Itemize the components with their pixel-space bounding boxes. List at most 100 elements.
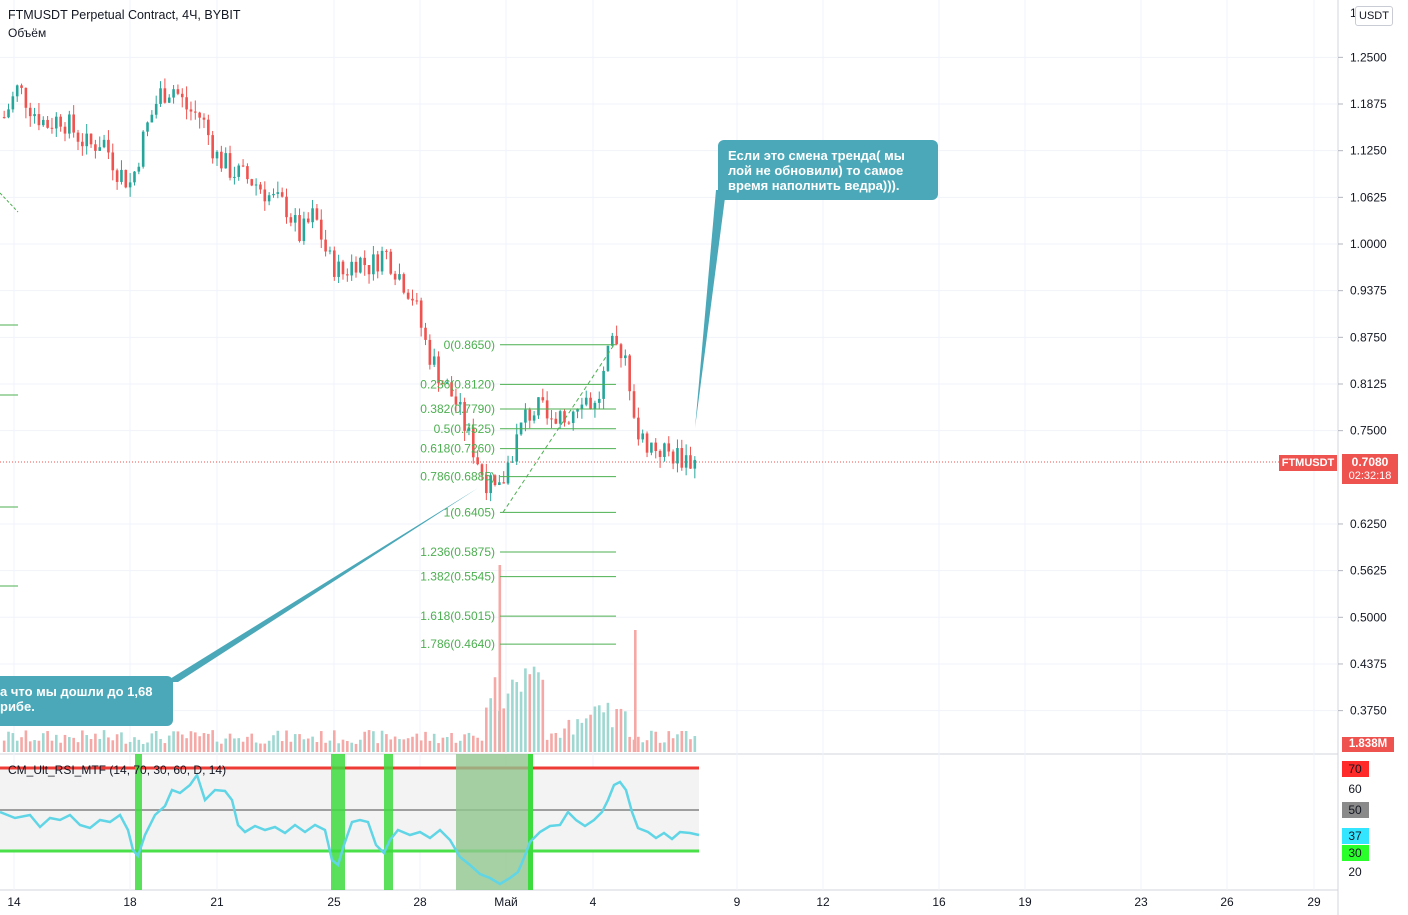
price-axis-label-top: 1: [1350, 6, 1357, 20]
candle: [267, 195, 271, 202]
candle: [68, 114, 71, 134]
rsi-axis-70: 70: [1348, 762, 1362, 776]
candle: [176, 89, 180, 94]
volume-bar: [363, 731, 367, 752]
candle: [441, 383, 445, 385]
time-axis-label: 4: [590, 895, 597, 909]
callout-fib-note-line1: а что мы дошли до 1,68: [0, 684, 153, 699]
candle: [146, 122, 149, 132]
volume-bar: [628, 736, 631, 752]
candle: [411, 298, 414, 301]
candle: [85, 133, 89, 147]
candle: [610, 335, 614, 346]
volume-bar: [393, 736, 397, 752]
candle: [689, 455, 692, 469]
volume-bar: [367, 730, 371, 752]
rsi-oversold-zone: [456, 754, 532, 890]
currency-button[interactable]: USDT: [1355, 6, 1393, 26]
volume-bar: [220, 743, 223, 752]
candle: [120, 169, 123, 182]
volume-bar: [150, 733, 154, 752]
volume-bar: [406, 738, 410, 752]
candle: [89, 133, 93, 145]
volume-bar: [645, 740, 649, 752]
candle: [272, 193, 275, 196]
volume-bar: [402, 739, 406, 752]
time-axis-label: 26: [1220, 895, 1234, 909]
candle: [641, 433, 645, 440]
volume-bar: [471, 735, 475, 752]
candle: [280, 192, 284, 197]
volume-bar: [237, 738, 241, 752]
volume-bar-spike: [634, 630, 637, 752]
volume-bar: [263, 743, 267, 752]
symbol-price-tag: FTMUSDT: [1279, 455, 1337, 471]
volume-bar: [437, 743, 440, 752]
volume-bar: [641, 742, 645, 752]
candle: [289, 217, 293, 223]
volume-bar: [46, 731, 49, 752]
rsi-axis-70-bg: [1342, 761, 1369, 777]
volume-bar: [411, 736, 414, 752]
fib-level-label: 1(0.6405): [444, 505, 495, 519]
last-price-value: 0.7080: [1351, 455, 1389, 469]
volume-bar: [389, 739, 393, 752]
volume-bar: [463, 734, 466, 752]
volume-bar: [684, 730, 688, 752]
volume-bar: [111, 740, 115, 752]
volume-bar: [115, 734, 119, 752]
volume-bar: [306, 738, 310, 752]
volume-bar: [372, 731, 375, 752]
candle: [167, 97, 171, 103]
candle: [311, 208, 314, 223]
volume-bar: [128, 741, 132, 752]
price-axis-label: 0.8125: [1350, 377, 1387, 391]
candle: [228, 153, 232, 178]
candle: [76, 132, 80, 142]
candle: [372, 254, 375, 275]
candle: [20, 85, 23, 88]
candle: [437, 356, 440, 384]
volume-bar: [419, 740, 423, 752]
volume-bar: [506, 693, 510, 752]
candle: [72, 114, 75, 133]
volume-bar: [298, 734, 301, 752]
volume-bar: [650, 730, 653, 752]
volume-bar: [15, 740, 19, 752]
volume-bar: [24, 730, 28, 752]
callout-trend-note[interactable]: Если это смена тренда( мы лой не обновил…: [718, 140, 938, 200]
callout-fib-note[interactable]: а что мы дошли до 1,68 рибе.: [0, 676, 173, 726]
volume-bar: [424, 731, 427, 752]
price-axis-label: 1.0000: [1350, 237, 1387, 251]
fib-level-label: 1.236(0.5875): [420, 545, 495, 559]
volume-bar: [246, 736, 249, 752]
rsi-indicator-label[interactable]: CM_Ult_RSI_MTF (14, 70, 30, 60, D, 14): [8, 763, 227, 777]
fib-level-label: 0.5(0.7525): [434, 422, 495, 436]
candle: [293, 215, 297, 223]
candle: [180, 93, 184, 98]
volume-bar-spike: [498, 565, 502, 752]
volume-bar: [654, 731, 658, 752]
volume-bar: [528, 674, 532, 752]
volume-label: Объём: [8, 26, 47, 40]
volume-bar: [20, 737, 23, 752]
candle: [524, 409, 527, 423]
volume-bar: [141, 743, 145, 752]
candle: [237, 165, 241, 177]
candle: [328, 250, 332, 252]
candle: [389, 251, 393, 274]
candle: [254, 184, 258, 186]
candle: [493, 475, 497, 485]
candle: [489, 475, 492, 494]
candle: [467, 427, 471, 431]
candle: [506, 462, 510, 484]
volume-bar: [467, 732, 471, 752]
volume-bar: [146, 742, 149, 752]
volume-value-tag: 1.838M: [1342, 737, 1394, 752]
candle: [554, 418, 558, 424]
volume-bars: [2, 565, 697, 752]
volume-bar: [59, 742, 62, 752]
volume-bar: [454, 742, 458, 752]
